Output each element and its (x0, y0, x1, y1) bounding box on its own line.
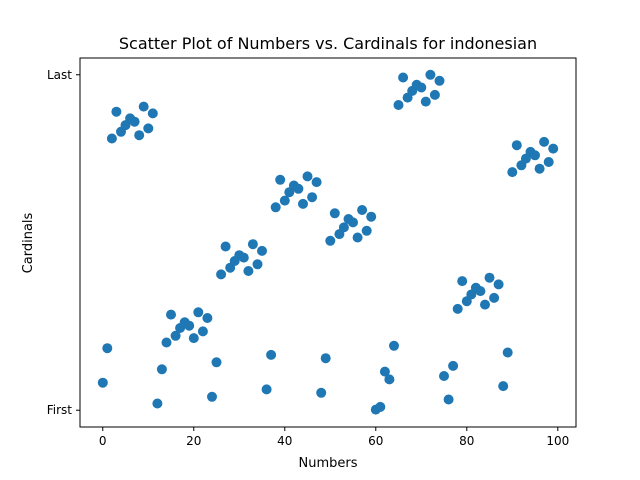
scatter-point-21 (193, 307, 204, 318)
scatter-point-26 (216, 269, 227, 280)
scatter-point-88 (498, 381, 509, 392)
y-tick-label: First (47, 403, 73, 417)
scatter-point-70 (416, 82, 427, 93)
scatter-point-62 (379, 366, 390, 377)
scatter-point-87 (493, 279, 504, 290)
points-layer (97, 69, 559, 415)
scatter-point-27 (220, 241, 231, 252)
scatter-point-25 (211, 357, 222, 368)
scatter-point-0 (97, 377, 108, 388)
scatter-point-37 (266, 349, 277, 360)
scatter-point-57 (357, 205, 368, 215)
scatter-point-9 (138, 101, 149, 112)
x-axis: 0 20 40 60 80 100 (99, 427, 569, 448)
scatter-point-20 (188, 333, 199, 344)
scatter-point-61 (375, 401, 386, 412)
scatter-point-50 (325, 235, 336, 246)
scatter-point-86 (489, 292, 500, 303)
y-axis-label: Cardinals (21, 212, 36, 273)
chart-title: Scatter Plot of Numbers vs. Cardinals fo… (119, 34, 537, 53)
plot-frame (79, 57, 577, 428)
scatter-point-1 (102, 343, 113, 354)
scatter-point-55 (348, 217, 358, 228)
scatter-point-31 (238, 252, 249, 263)
x-tick-label: 100 (546, 434, 569, 448)
scatter-point-45 (302, 171, 313, 182)
scatter-point-85 (484, 272, 495, 283)
scatter-point-34 (252, 259, 263, 270)
scatter-point-72 (425, 69, 436, 80)
scatter-point-13 (156, 364, 167, 375)
scatter-point-46 (307, 192, 318, 203)
scatter-point-58 (361, 225, 372, 236)
scatter-point-14 (161, 337, 172, 348)
scatter-point-73 (429, 89, 440, 100)
scatter-point-77 (448, 360, 459, 371)
scatter-point-90 (507, 167, 518, 178)
x-tick-label: 40 (277, 434, 292, 448)
scatter-point-76 (443, 394, 454, 405)
y-axis: First Last (47, 68, 80, 417)
scatter-point-43 (293, 183, 304, 194)
x-tick-label: 60 (368, 434, 383, 448)
scatter-point-2 (106, 133, 117, 144)
scatter-point-47 (311, 177, 322, 188)
scatter-point-22 (197, 326, 208, 337)
scatter-point-91 (511, 140, 522, 151)
scatter-point-83 (475, 286, 486, 297)
scatter-point-40 (279, 195, 290, 206)
scatter-point-78 (452, 303, 463, 314)
x-axis-label: Numbers (299, 456, 358, 471)
scatter-point-3 (111, 106, 122, 117)
scatter-point-84 (480, 299, 490, 310)
scatter-point-38 (270, 202, 281, 213)
scatter-point-56 (352, 232, 363, 243)
scatter-point-66 (398, 72, 409, 83)
scatter-point-35 (257, 245, 267, 256)
scatter-point-59 (366, 211, 377, 222)
scatter-point-49 (320, 353, 331, 364)
scatter-point-23 (202, 313, 213, 323)
scatter-point-32 (243, 266, 254, 276)
scatter-point-7 (129, 116, 140, 127)
x-tick-label: 20 (186, 434, 201, 448)
scatter-point-99 (548, 143, 559, 154)
scatter-point-79 (457, 276, 468, 287)
scatter-point-8 (134, 130, 145, 141)
scatter-point-11 (147, 108, 158, 119)
scatter-point-74 (434, 75, 445, 86)
scatter-point-65 (393, 100, 404, 110)
scatter-point-12 (152, 398, 163, 409)
scatter-point-24 (207, 391, 217, 402)
scatter-point-36 (261, 384, 272, 395)
y-tick-label: Last (47, 68, 72, 82)
scatter-point-96 (534, 163, 545, 174)
scatter-point-98 (543, 157, 554, 167)
x-tick-label: 80 (459, 434, 474, 448)
scatter-point-39 (275, 174, 286, 185)
scatter-point-89 (502, 347, 513, 358)
scatter-point-10 (143, 123, 154, 134)
scatter-point-33 (247, 239, 258, 250)
scatter-point-97 (539, 136, 550, 147)
scatter-point-75 (439, 371, 449, 381)
scatter-point-16 (170, 330, 181, 341)
scatter-point-51 (329, 208, 340, 219)
scatter-point-95 (530, 150, 540, 161)
scatter-point-44 (298, 198, 308, 209)
scatter-point-64 (389, 340, 399, 351)
scatter-point-48 (316, 387, 327, 398)
scatter-point-71 (420, 96, 431, 107)
scatter-point-53 (338, 222, 349, 233)
x-tick-label: 0 (99, 434, 107, 448)
scatter-point-15 (166, 309, 176, 320)
scatter-point-63 (384, 374, 395, 385)
scatter-point-19 (184, 320, 195, 331)
